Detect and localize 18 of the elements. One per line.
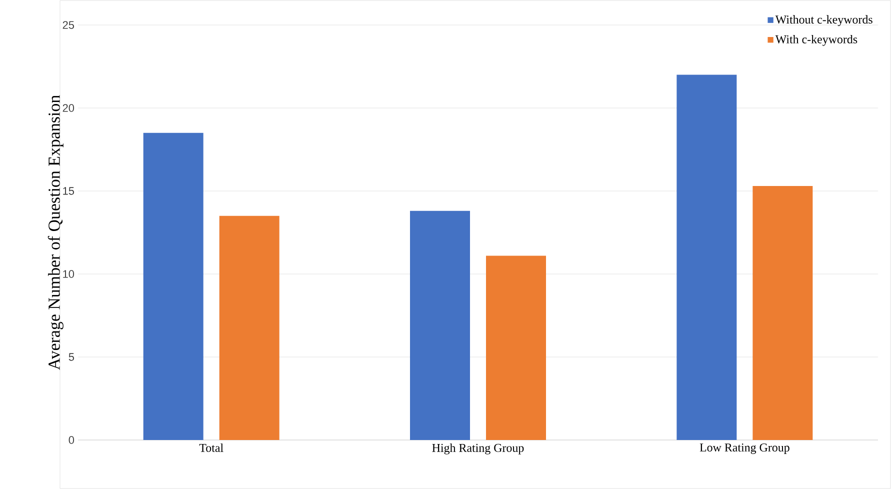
y-tick-label: 0 xyxy=(68,436,74,444)
y-tick-label: 10 xyxy=(63,270,74,278)
bar xyxy=(752,186,813,440)
y-axis-title: Average Number of Question Expansion xyxy=(48,95,64,370)
y-tick-label: 25 xyxy=(62,21,74,29)
x-tick-label: Total xyxy=(199,444,224,452)
bar xyxy=(143,132,204,440)
bar xyxy=(676,74,737,440)
bar xyxy=(410,210,470,440)
legend-label: With c-keywords xyxy=(775,34,858,46)
y-tick-label: 5 xyxy=(68,353,74,361)
bar xyxy=(486,256,546,440)
y-tick-label: 20 xyxy=(62,104,74,112)
x-tick-label: High Rating Group xyxy=(432,444,524,454)
legend-label: Without c-keywords xyxy=(775,15,872,26)
x-tick-label: Low Rating Group xyxy=(700,444,790,454)
bar xyxy=(219,216,280,440)
y-tick-label: 15 xyxy=(63,187,74,195)
